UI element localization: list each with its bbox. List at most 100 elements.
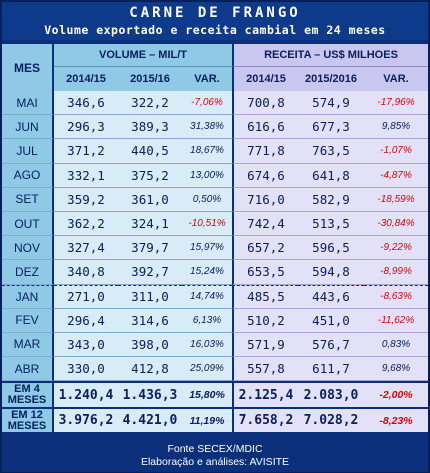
- footer-source: Fonte SECEX/MDIC: [167, 443, 263, 455]
- receita-2014-cell: 653,5: [232, 260, 298, 285]
- volume-2015-cell: 379,7: [118, 236, 182, 261]
- receita-2014-cell: 716,0: [232, 187, 298, 212]
- receita-var-cell: -11,62%: [364, 308, 428, 333]
- month-cell: OUT: [2, 211, 54, 237]
- table-row: AGO 332,1 375,2 13,00% 674,6 641,8 -4,87%: [2, 163, 428, 188]
- receita-2014-cell: 571,9: [232, 332, 298, 358]
- total-period-line2: MESES: [7, 394, 47, 406]
- volume-2014-cell: 296,3: [54, 115, 118, 140]
- receita-2014-cell: 557,8: [232, 357, 298, 382]
- volume-2014-cell: 343,0: [54, 332, 118, 358]
- month-cell: NOV: [2, 236, 54, 261]
- volume-2014-cell: 346,6: [54, 91, 118, 116]
- volume-var-cell: 15,97%: [182, 236, 232, 261]
- header-receita-group: RECEITA – US$ MILHOES: [232, 44, 428, 66]
- total-volume-var-cell: 15,80%: [182, 381, 232, 407]
- page-title: CARNE DE FRANGO: [129, 5, 301, 21]
- header-mes: MES: [2, 44, 54, 91]
- receita-var-cell: -17,96%: [364, 91, 428, 116]
- receita-var-cell: 0,83%: [364, 332, 428, 358]
- volume-2015-cell: 322,2: [118, 91, 182, 116]
- table-row: ABR 330,0 412,8 25,09% 557,8 611,7 9,68%: [2, 357, 428, 382]
- volume-2015-cell: 314,6: [118, 308, 182, 333]
- volume-2014-cell: 332,1: [54, 163, 118, 188]
- table-row: FEV 296,4 314,6 6,13% 510,2 451,0 -11,62%: [2, 308, 428, 333]
- total-period-line2: MESES: [7, 419, 47, 432]
- volume-var-cell: 25,09%: [182, 357, 232, 382]
- title-bar: CARNE DE FRANGO Volume exportado e recei…: [2, 2, 428, 40]
- volume-2014-cell: 327,4: [54, 236, 118, 261]
- receita-var-cell: 9,85%: [364, 115, 428, 140]
- receita-2015-cell: 451,0: [298, 308, 364, 333]
- receita-2014-cell: 674,6: [232, 163, 298, 188]
- receita-2014-cell: 700,8: [232, 91, 298, 116]
- footer: Fonte SECEX/MDIC Elaboração e análises: …: [2, 442, 428, 472]
- total-volume-2015-cell: 4.421,0: [118, 406, 182, 433]
- month-cell: MAI: [2, 91, 54, 116]
- table-row: NOV 327,4 379,7 15,97% 657,2 596,5 -9,22%: [2, 236, 428, 261]
- volume-2015-cell: 392,7: [118, 260, 182, 285]
- total-row: EM 4 MESES 1.240,4 1.436,3 15,80% 2.125,4 2.08…: [2, 381, 428, 407]
- volume-var-cell: -10,51%: [182, 211, 232, 237]
- data-table: MES VOLUME – MIL/T RECEITA – US$ MILHOES…: [2, 44, 428, 433]
- total-receita-2015-cell: 7.028,2: [298, 406, 364, 433]
- receita-2014-cell: 771,8: [232, 139, 298, 164]
- total-receita-2014-cell: 7.658,2: [232, 406, 298, 433]
- volume-2014-cell: 362,2: [54, 211, 118, 237]
- receita-2015-cell: 576,7: [298, 332, 364, 358]
- volume-2015-cell: 324,1: [118, 211, 182, 237]
- header-rec-2014: 2014/15: [232, 66, 298, 91]
- month-cell: FEV: [2, 308, 54, 333]
- table-row: OUT 362,2 324,1 -10,51% 742,4 513,5 -30,84%: [2, 211, 428, 237]
- receita-2015-cell: 641,8: [298, 163, 364, 188]
- volume-var-cell: 31,38%: [182, 115, 232, 140]
- receita-2015-cell: 596,5: [298, 236, 364, 261]
- month-cell: JUN: [2, 115, 54, 140]
- table-row: MAI 346,6 322,2 -7,06% 700,8 574,9 -17,96%: [2, 91, 428, 116]
- receita-var-cell: -30,84%: [364, 211, 428, 237]
- total-receita-var-cell: -8,23%: [364, 406, 428, 433]
- month-cell: DEZ: [2, 260, 54, 285]
- volume-2015-cell: 389,3: [118, 115, 182, 140]
- header-rec-var: VAR.: [364, 66, 428, 91]
- receita-var-cell: -8,63%: [364, 284, 428, 309]
- volume-var-cell: 16,03%: [182, 332, 232, 358]
- header-vol-2015: 2015/16: [118, 66, 182, 91]
- header-volume-group: VOLUME – MIL/T: [54, 44, 232, 66]
- volume-2014-cell: 330,0: [54, 357, 118, 382]
- receita-2014-cell: 616,6: [232, 115, 298, 140]
- total-period-line1: EM 4: [14, 383, 40, 395]
- volume-var-cell: 0,50%: [182, 187, 232, 212]
- total-receita-2014-cell: 2.125,4: [232, 381, 298, 407]
- receita-2014-cell: 742,4: [232, 211, 298, 237]
- table-row: JUN 296,3 389,3 31,38% 616,6 677,3 9,85%: [2, 115, 428, 140]
- volume-2014-cell: 371,2: [54, 139, 118, 164]
- receita-2015-cell: 574,9: [298, 91, 364, 116]
- volume-var-cell: 15,24%: [182, 260, 232, 285]
- receita-var-cell: -4,87%: [364, 163, 428, 188]
- receita-var-cell: -8,99%: [364, 260, 428, 285]
- total-row: EM 12 MESES 3.976,2 4.421,0 11,19% 7.658,2 7.0…: [2, 406, 428, 433]
- volume-2015-cell: 440,5: [118, 139, 182, 164]
- table-row: JUL 371,2 440,5 18,67% 771,8 763,5 -1,07%: [2, 139, 428, 164]
- receita-2014-cell: 510,2: [232, 308, 298, 333]
- total-period-cell: EM 4 MESES: [2, 381, 54, 407]
- month-cell: ABR: [2, 357, 54, 382]
- volume-var-cell: 13,00%: [182, 163, 232, 188]
- receita-2015-cell: 611,7: [298, 357, 364, 382]
- month-cell: MAR: [2, 332, 54, 358]
- table-row: DEZ 340,8 392,7 15,24% 653,5 594,8 -8,99%: [2, 260, 428, 285]
- total-volume-2015-cell: 1.436,3: [118, 381, 182, 407]
- receita-2015-cell: 763,5: [298, 139, 364, 164]
- volume-var-cell: 14,74%: [182, 284, 232, 309]
- table-row: JAN 271,0 311,0 14,74% 485,5 443,6 -8,63%: [2, 284, 428, 309]
- receita-2015-cell: 677,3: [298, 115, 364, 140]
- volume-2015-cell: 375,2: [118, 163, 182, 188]
- volume-2014-cell: 271,0: [54, 284, 118, 309]
- table-row: MAR 343,0 398,0 16,03% 571,9 576,7 0,83%: [2, 332, 428, 358]
- month-cell: JUL: [2, 139, 54, 164]
- header-rec-2015: 2015/2016: [298, 66, 364, 91]
- volume-2014-cell: 296,4: [54, 308, 118, 333]
- total-period-cell: EM 12 MESES: [2, 406, 54, 433]
- volume-2015-cell: 361,0: [118, 187, 182, 212]
